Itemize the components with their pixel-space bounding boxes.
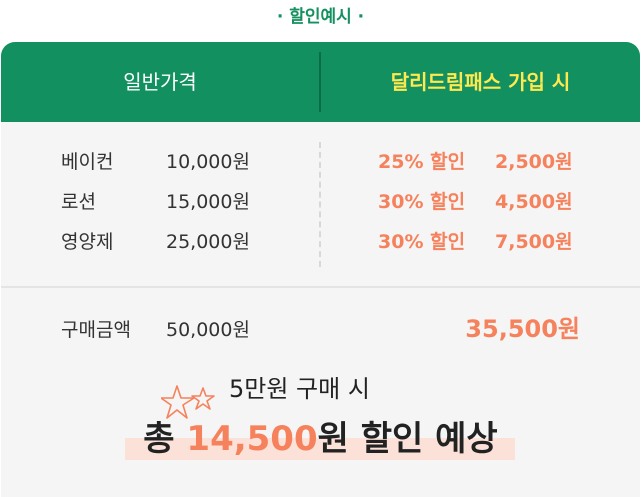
- item-name: 베이컨: [61, 151, 114, 173]
- table-row: 로션 15,000원 30% 할인 4,500원: [1, 187, 640, 217]
- item-price: 10,000원: [166, 151, 250, 173]
- highlight-bar: [125, 438, 515, 460]
- header-regular-price: 일반가격: [123, 70, 197, 94]
- item-name: 로션: [61, 191, 96, 213]
- column-divider: [319, 142, 321, 267]
- total-separator: [1, 286, 640, 288]
- total-final-price: 35,500원: [465, 315, 580, 343]
- item-final-price: 2,500원: [495, 151, 573, 173]
- table-row: 베이컨 10,000원 25% 할인 2,500원: [1, 147, 640, 177]
- discount-example-card: 일반가격 달리드림패스 가입 시 베이컨 10,000원 25% 할인 2,50…: [1, 42, 640, 497]
- item-price: 15,000원: [166, 191, 250, 213]
- summary-prefix: 총: [143, 419, 187, 459]
- item-final-price: 4,500원: [495, 191, 573, 213]
- item-discount: 30% 할인: [378, 191, 466, 213]
- summary-suffix: 원 할인 예상: [317, 419, 498, 459]
- table-row: 영양제 25,000원 30% 할인 7,500원: [1, 227, 640, 257]
- table-header: 일반가격 달리드림패스 가입 시: [1, 42, 640, 122]
- section-title: · 할인예시 ·: [276, 7, 365, 27]
- header-divider: [319, 52, 321, 112]
- item-price: 25,000원: [166, 231, 250, 253]
- item-final-price: 7,500원: [495, 231, 573, 253]
- total-label: 구매금액: [61, 319, 131, 341]
- discount-amount: 14,500: [186, 419, 318, 459]
- star-outline-icon: [161, 385, 215, 419]
- item-name: 영양제: [61, 231, 114, 253]
- total-price: 50,000원: [166, 319, 250, 341]
- expected-discount-text: 총 14,500원 할인 예상: [1, 414, 640, 464]
- purchase-condition-text: 5만원 구매 시: [229, 375, 370, 403]
- item-discount: 25% 할인: [378, 151, 466, 173]
- item-discount: 30% 할인: [378, 231, 466, 253]
- header-pass-price: 달리드림패스 가입 시: [390, 70, 571, 94]
